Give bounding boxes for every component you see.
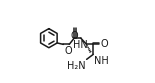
Text: O: O <box>65 46 72 56</box>
Text: O: O <box>70 31 78 41</box>
Text: O: O <box>100 39 108 49</box>
Text: HN: HN <box>73 40 88 50</box>
Text: H₂N: H₂N <box>67 61 86 71</box>
Text: NH: NH <box>94 56 109 66</box>
